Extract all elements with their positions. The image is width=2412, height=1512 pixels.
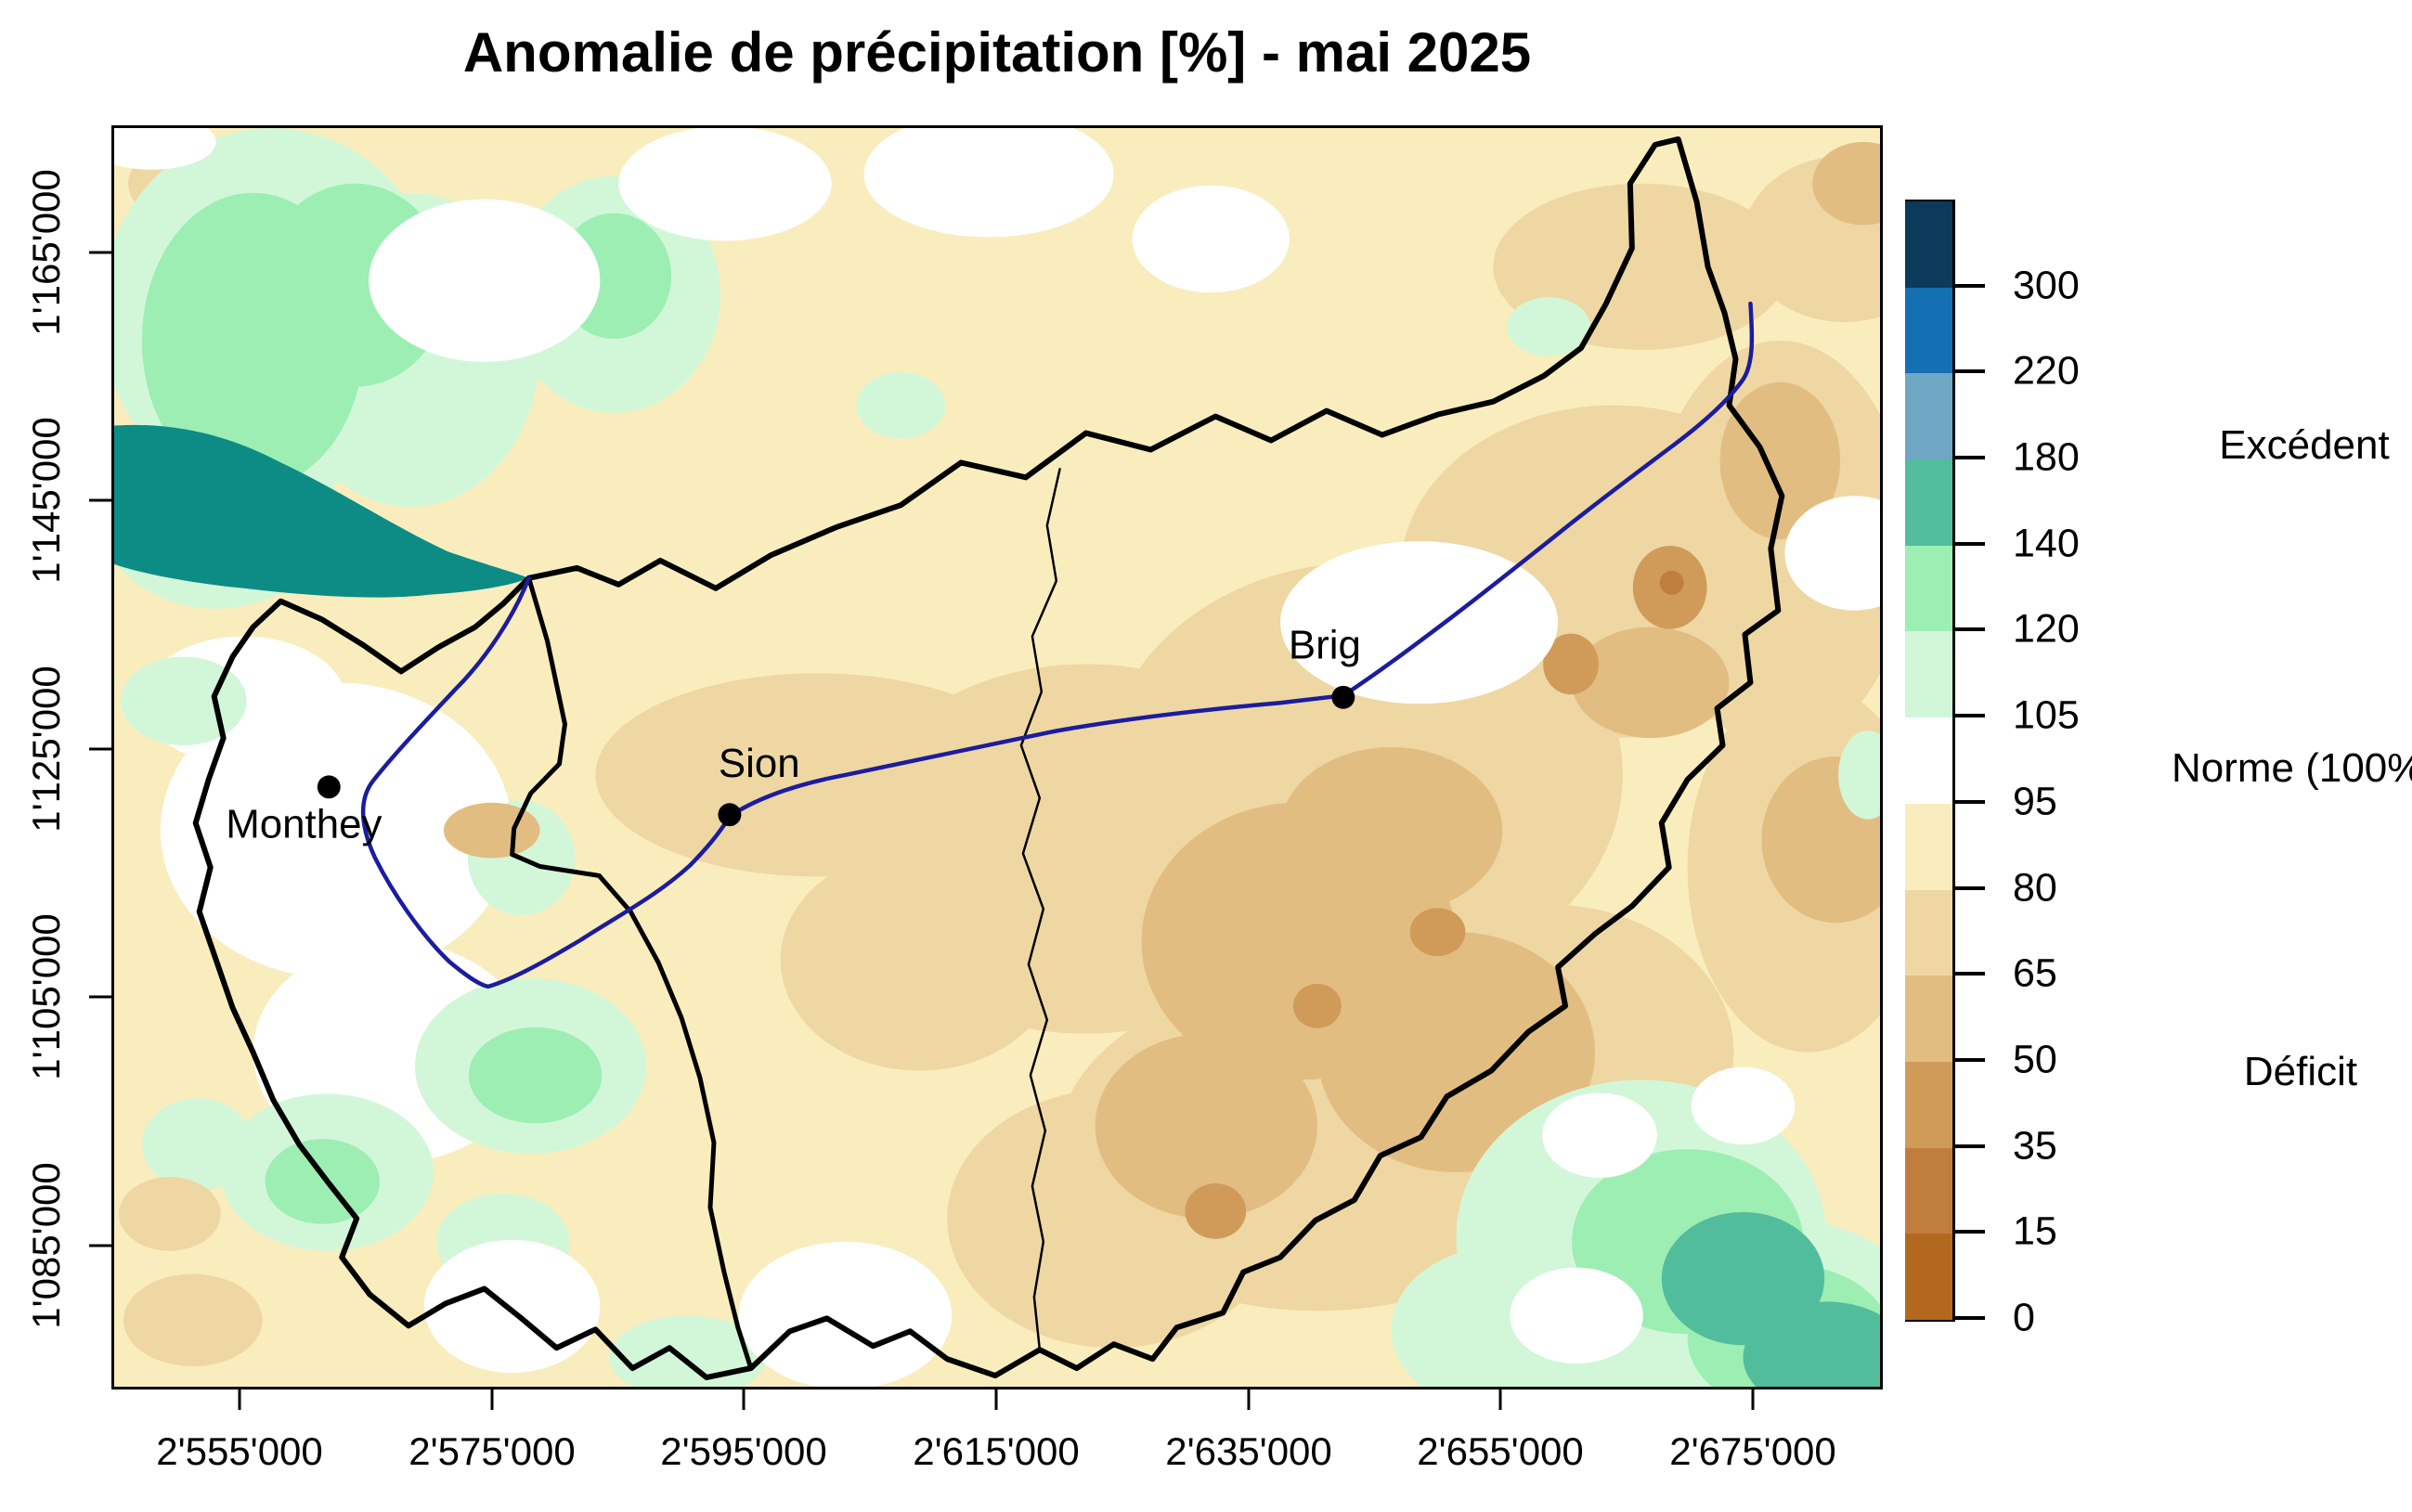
- map-region-140-180: [1661, 1211, 1880, 1387]
- y-axis-tick-label: 1'125'000: [24, 666, 68, 833]
- colorbar-tick: [1955, 714, 1985, 717]
- colorbar-tick-label: 95: [2013, 779, 2057, 824]
- y-axis-tick-label: 1'145'000: [24, 417, 68, 584]
- legend-annotation-deficit: Déficit: [2243, 1049, 2358, 1094]
- x-axis-tick: [742, 1389, 746, 1410]
- colorbar-segment-105-120: [1905, 631, 1952, 718]
- y-axis-tick: [89, 1244, 111, 1247]
- legend-annotation-excedent: Excédent: [2219, 422, 2390, 468]
- colorbar-tick-label: 180: [2013, 434, 2080, 480]
- valais-watershed-boundary: [192, 136, 1785, 1381]
- colorbar-segment-65-80: [1905, 889, 1952, 976]
- rhone-river-line: [360, 301, 1755, 989]
- colorbar-segment-120-140: [1905, 545, 1952, 632]
- x-axis-tick: [994, 1389, 998, 1410]
- precipitation-anomaly-map: Monthey Sion Brig: [114, 128, 1880, 1387]
- colorbar-tick-label: 80: [2013, 865, 2057, 911]
- x-axis-tick-label: 2'555'000: [156, 1429, 323, 1473]
- colorbar-tick-label: 50: [2013, 1037, 2057, 1082]
- colorbar-segment-220-300: [1905, 287, 1952, 374]
- x-axis-tick: [238, 1389, 241, 1410]
- colorbar-tick: [1955, 1316, 1985, 1320]
- x-axis-tick-label: 2'575'000: [408, 1429, 576, 1473]
- lake-geneva: [114, 424, 529, 598]
- colorbar-segment-35-50: [1905, 1061, 1952, 1148]
- colorbar-segment-50-65: [1905, 976, 1952, 1062]
- x-axis-tick-label: 2'595'000: [660, 1429, 827, 1473]
- colorbar-tick-label: 220: [2013, 348, 2080, 394]
- x-axis-tick-label: 2'615'000: [913, 1429, 1080, 1473]
- colorbar-tick: [1955, 284, 1985, 288]
- map-plot-area: Monthey Sion Brig: [111, 125, 1883, 1389]
- colorbar-segment-140-180: [1905, 459, 1952, 546]
- map-region-95-105: [114, 128, 1880, 1387]
- colorbar-tick-label: 35: [2013, 1123, 2057, 1169]
- colorbar-segment-80-95: [1905, 803, 1952, 890]
- map-region-15-35: [1659, 570, 1684, 595]
- map-region-50-65: [1095, 141, 1880, 1219]
- brig-city-label: Brig: [1289, 622, 1361, 667]
- x-axis-tick: [1751, 1389, 1755, 1410]
- sion-city-label: Sion: [719, 741, 800, 786]
- colorbar-tick-label: 15: [2013, 1208, 2057, 1254]
- y-axis-tick: [89, 995, 111, 999]
- colorbar-tick-label: 105: [2013, 692, 2080, 738]
- colorbar-tick: [1955, 369, 1985, 373]
- colorbar-tick-label: 120: [2013, 606, 2080, 652]
- colorbar-tick: [1955, 1144, 1985, 1148]
- y-axis-tick-label: 1'105'000: [24, 913, 68, 1080]
- colorbar-tick: [1955, 627, 1985, 631]
- colorbar-segment-15-35: [1905, 1147, 1952, 1234]
- colorbar: [1905, 200, 1955, 1322]
- colorbar-segment-95-105: [1905, 717, 1952, 804]
- colorbar-tick: [1955, 800, 1985, 804]
- colorbar-tick-label: 300: [2013, 263, 2080, 308]
- x-axis-tick: [490, 1389, 494, 1410]
- monthey-city-label: Monthey: [226, 802, 382, 847]
- colorbar-tick: [1955, 456, 1985, 459]
- colorbar-tick: [1955, 1058, 1985, 1062]
- sion-city-dot: [718, 803, 742, 827]
- x-axis-tick-label: 2'635'000: [1165, 1429, 1332, 1473]
- colorbar-tick: [1955, 542, 1985, 546]
- x-axis-tick-label: 2'655'000: [1417, 1429, 1584, 1473]
- city-markers: Monthey Sion Brig: [226, 622, 1361, 846]
- colorbar-segment-180-220: [1905, 373, 1952, 460]
- y-axis-tick: [89, 251, 111, 254]
- y-axis-tick-label: 1'165'000: [24, 169, 68, 336]
- colorbar-tick: [1955, 886, 1985, 890]
- colorbar-tick-label: 140: [2013, 521, 2080, 566]
- sub-basin-boundary-central: [1019, 468, 1062, 1350]
- colorbar-tick: [1955, 1230, 1985, 1234]
- x-axis-tick-label: 2'675'000: [1669, 1429, 1836, 1473]
- colorbar-tick-label: 65: [2013, 950, 2057, 996]
- legend-annotation-norme: Norme (100%): [2171, 745, 2412, 791]
- x-axis-tick: [1247, 1389, 1251, 1410]
- colorbar-tick-label: 0: [2013, 1295, 2035, 1340]
- page-title: Anomalie de précipitation [%] - mai 2025: [462, 21, 1532, 84]
- y-axis-tick: [89, 747, 111, 751]
- colorbar-segment-gt300: [1905, 201, 1952, 288]
- colorbar-segment-0-15: [1905, 1234, 1952, 1320]
- y-axis-tick-label: 1'085'000: [24, 1162, 68, 1329]
- map-small-deficit-spots: [118, 802, 540, 1367]
- y-axis-tick: [89, 498, 111, 502]
- sub-basin-boundary-west: [510, 575, 754, 1371]
- colorbar-tick: [1955, 972, 1985, 976]
- monthey-city-dot: [317, 775, 341, 799]
- x-axis-tick: [1498, 1389, 1502, 1410]
- brig-city-dot: [1331, 685, 1355, 709]
